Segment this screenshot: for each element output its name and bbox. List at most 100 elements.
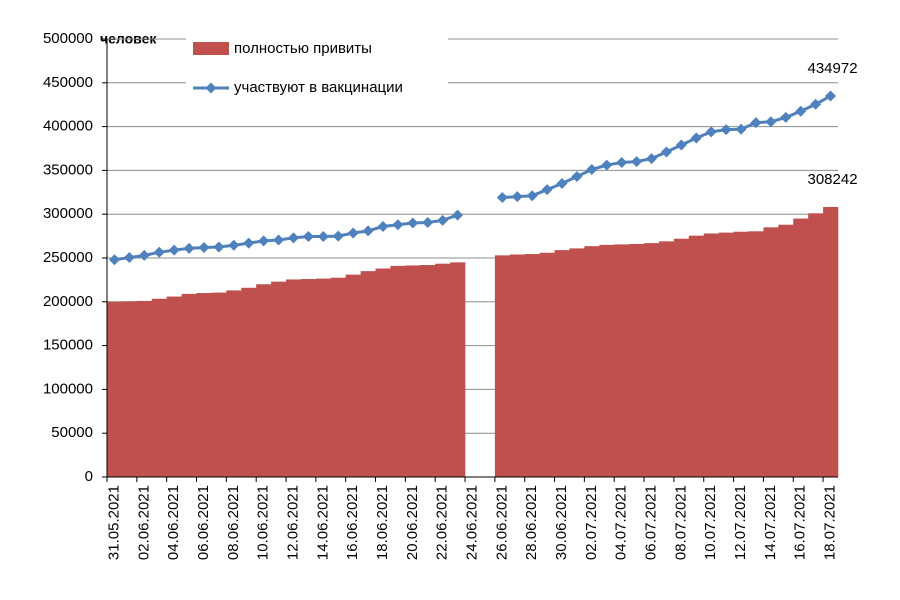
- y-tick-label: 100000: [43, 380, 93, 397]
- bar: [166, 296, 182, 477]
- x-tick-label: 10.06.2021: [255, 485, 272, 560]
- legend-label: участвуют в вакцинации: [234, 79, 403, 96]
- bar: [748, 231, 764, 477]
- bar: [823, 206, 839, 477]
- bar: [241, 287, 257, 477]
- line-marker: [258, 235, 270, 247]
- x-tick-label: 08.06.2021: [225, 485, 242, 560]
- x-tick-label: 24.06.2021: [463, 485, 480, 560]
- bar: [584, 246, 600, 477]
- bar: [226, 290, 242, 477]
- data-label: 308242: [808, 171, 858, 188]
- x-tick-label: 04.07.2021: [613, 485, 630, 560]
- bar: [375, 268, 391, 477]
- x-tick-label: 10.07.2021: [702, 485, 719, 560]
- bar: [256, 284, 272, 477]
- line-marker: [825, 90, 837, 102]
- line-marker: [138, 249, 150, 261]
- line-marker: [377, 220, 389, 232]
- bar: [569, 248, 585, 477]
- line-marker: [153, 246, 165, 258]
- line-marker: [735, 123, 747, 135]
- bar: [718, 232, 734, 477]
- x-tick-label: 16.07.2021: [792, 485, 809, 560]
- bar: [524, 254, 540, 477]
- line-marker: [123, 252, 135, 264]
- y-tick-label: 300000: [43, 205, 93, 222]
- x-tick-label: 12.07.2021: [732, 485, 749, 560]
- line-marker: [452, 209, 464, 221]
- line-marker: [228, 239, 240, 251]
- line-marker: [601, 159, 613, 171]
- x-tick-label: 02.07.2021: [583, 485, 600, 560]
- line-marker: [810, 98, 822, 110]
- bar: [658, 241, 675, 477]
- line-marker: [586, 164, 598, 176]
- bar: [271, 281, 287, 477]
- bar: [286, 279, 302, 477]
- x-tick-label: 30.06.2021: [553, 485, 570, 560]
- legend: полностью привиты участвуют в вакцинации: [186, 30, 448, 106]
- bar: [151, 298, 167, 477]
- bar: [107, 301, 123, 477]
- y-tick-label: 500000: [43, 30, 93, 47]
- bar: [345, 274, 361, 477]
- y-tick-label: 0: [85, 468, 93, 485]
- line-marker: [362, 225, 374, 237]
- bar: [629, 243, 645, 477]
- bar: [196, 293, 212, 477]
- line-marker: [347, 227, 359, 239]
- line-marker: [317, 231, 329, 243]
- bar: [808, 213, 824, 477]
- line-marker: [556, 178, 568, 190]
- y-tick-label: 150000: [43, 337, 93, 354]
- x-tick-label: 28.06.2021: [523, 485, 540, 560]
- bar: [121, 301, 138, 477]
- bar: [703, 233, 719, 477]
- line-marker: [332, 230, 344, 242]
- bar: [450, 262, 466, 477]
- bar: [778, 224, 794, 477]
- bar: [420, 265, 436, 477]
- line-marker: [437, 214, 449, 226]
- line-marker: [108, 254, 120, 266]
- x-tick-label: 18.06.2021: [374, 485, 391, 560]
- bar: [599, 244, 615, 477]
- bar: [494, 255, 511, 477]
- x-tick-label: 06.07.2021: [642, 485, 659, 560]
- line-marker: [243, 237, 255, 249]
- y-tick-label: 350000: [43, 161, 93, 178]
- x-tick-label: 26.06.2021: [493, 485, 510, 560]
- line-marker: [422, 217, 434, 229]
- line-marker: [631, 156, 643, 168]
- legend-label: полностью привиты: [234, 40, 372, 57]
- bar: [315, 278, 332, 477]
- line-marker: [183, 242, 195, 254]
- line-marker: [168, 244, 180, 256]
- x-tick-label: 08.07.2021: [672, 485, 689, 560]
- x-tick-label: 12.06.2021: [284, 485, 301, 560]
- x-tick-label: 16.06.2021: [344, 485, 361, 560]
- y-tick-label: 400000: [43, 118, 93, 135]
- bar: [673, 238, 690, 477]
- y-tick-label: 250000: [43, 249, 93, 266]
- bar: [181, 293, 197, 477]
- y-tick-label: 200000: [43, 293, 93, 310]
- legend-swatch: [205, 82, 217, 94]
- y-tick-label: 50000: [51, 424, 93, 441]
- line-marker: [750, 117, 762, 129]
- legend-background: [186, 30, 448, 106]
- bar: [733, 231, 749, 477]
- bar: [390, 265, 406, 477]
- bar: [360, 271, 376, 477]
- x-tick-label: 31.05.2021: [105, 485, 122, 560]
- line-marker: [675, 139, 687, 151]
- bar: [763, 227, 779, 477]
- line-marker: [526, 190, 538, 202]
- line-marker: [660, 146, 672, 158]
- x-tick-label: 06.06.2021: [195, 485, 212, 560]
- x-tick-label: 04.06.2021: [165, 485, 182, 560]
- line-marker: [407, 217, 419, 229]
- line-marker: [392, 219, 404, 231]
